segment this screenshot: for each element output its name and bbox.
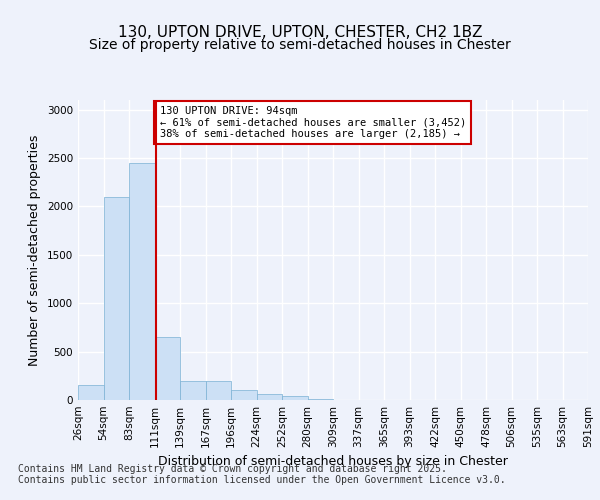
Bar (282, 396, 308, 400)
Bar (308, 398, 333, 400)
Text: 130, UPTON DRIVE, UPTON, CHESTER, CH2 1BZ: 130, UPTON DRIVE, UPTON, CHESTER, CH2 1B… (118, 25, 482, 40)
Text: Size of property relative to semi-detached houses in Chester: Size of property relative to semi-detach… (89, 38, 511, 52)
Bar (155, 337, 180, 400)
Bar (104, 197, 129, 400)
Y-axis label: Number of semi-detached properties: Number of semi-detached properties (28, 134, 41, 366)
Bar (205, 380, 231, 400)
Bar (78, 386, 104, 400)
Bar (180, 380, 205, 400)
Text: Contains public sector information licensed under the Open Government Licence v3: Contains public sector information licen… (18, 475, 506, 485)
Bar (129, 163, 155, 400)
Bar (231, 390, 257, 400)
Text: Contains HM Land Registry data © Crown copyright and database right 2025.: Contains HM Land Registry data © Crown c… (18, 464, 447, 474)
X-axis label: Distribution of semi-detached houses by size in Chester: Distribution of semi-detached houses by … (158, 456, 508, 468)
Text: 130 UPTON DRIVE: 94sqm
← 61% of semi-detached houses are smaller (3,452)
38% of : 130 UPTON DRIVE: 94sqm ← 61% of semi-det… (160, 106, 466, 139)
Bar (257, 394, 282, 400)
